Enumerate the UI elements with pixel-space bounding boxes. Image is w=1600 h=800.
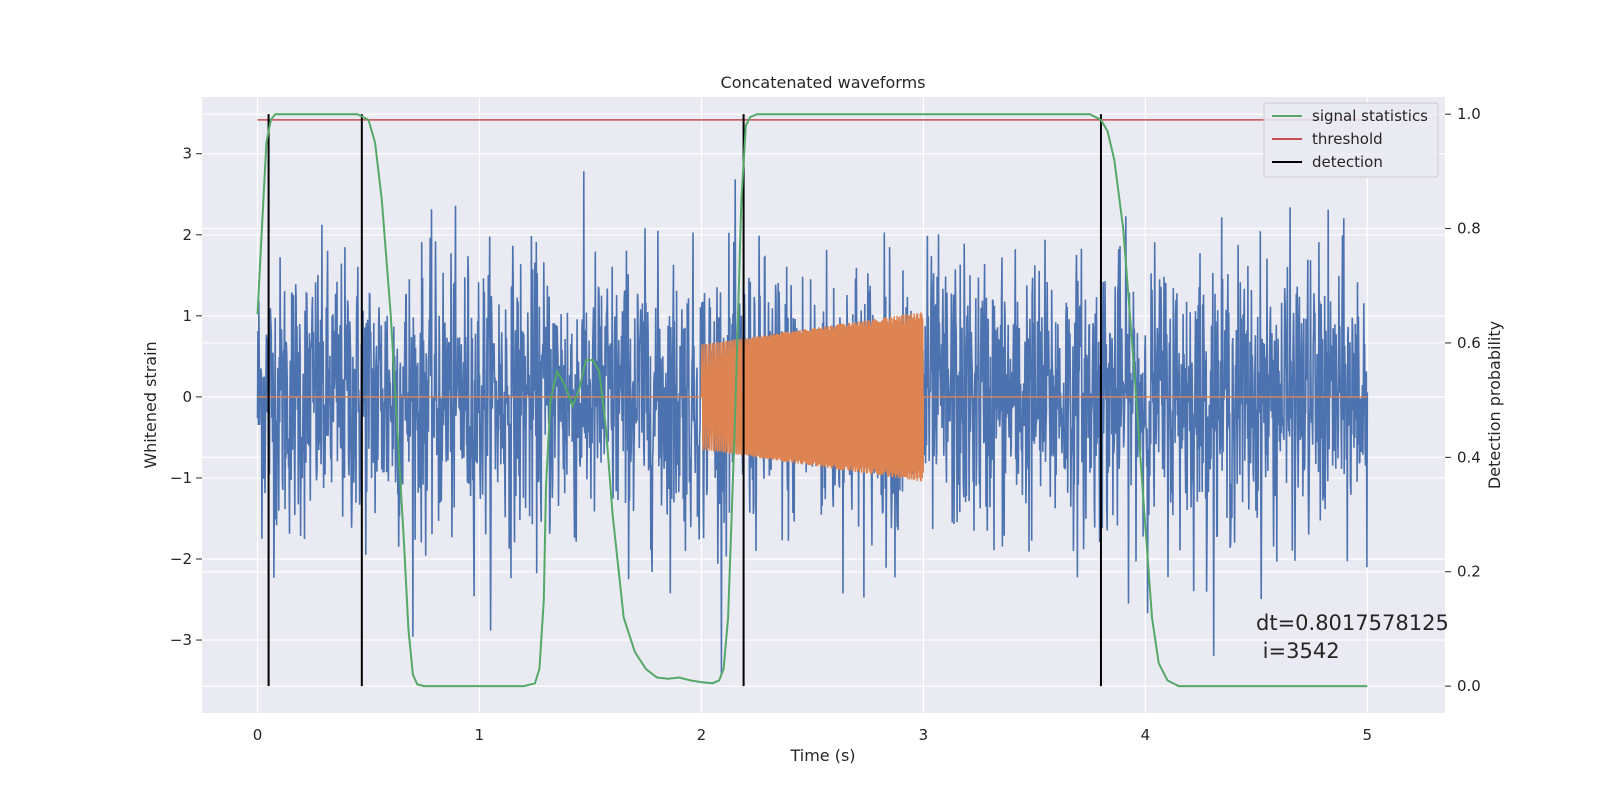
legend-box — [1263, 102, 1439, 178]
x-tick-label: 0 — [253, 726, 263, 744]
y-tick-label: −3 — [170, 631, 192, 649]
detection-series — [267, 114, 1102, 687]
y-tick-label: 0 — [182, 388, 192, 406]
y-tick-label: 1 — [182, 307, 192, 325]
y2-tick-label: 0.8 — [1457, 220, 1481, 238]
legend: signal statistics threshold detection — [1263, 102, 1439, 178]
strain-series — [256, 171, 1369, 674]
signal-statistics-line — [256, 113, 1368, 688]
legend-label-detection: detection — [1312, 153, 1383, 171]
y2-tick-label: 0.2 — [1457, 563, 1481, 581]
annotation-dt: dt=0.8017578125 — [1256, 611, 1449, 635]
legend-label-signal-statistics: signal statistics — [1312, 107, 1428, 125]
x-axis-ticks: 0 1 2 3 4 5 — [253, 726, 1372, 744]
y2-tick-label: 1.0 — [1457, 105, 1481, 123]
y-tick-label: 3 — [182, 145, 192, 163]
signal-statistics-series — [256, 113, 1368, 688]
y2-axis-ticks: 0.0 0.2 0.4 0.6 0.8 1.0 — [1445, 105, 1481, 695]
x-tick-label: 4 — [1141, 726, 1151, 744]
legend-label-threshold: threshold — [1312, 130, 1383, 148]
y2-axis-label: Detection probability — [1485, 321, 1504, 489]
y-tick-label: −2 — [170, 550, 192, 568]
x-tick-label: 1 — [475, 726, 485, 744]
y2-tick-label: 0.0 — [1457, 677, 1481, 695]
annotation-i: i=3542 — [1256, 639, 1340, 663]
y-axis-label: Whitened strain — [141, 341, 160, 468]
y-tick-label: −1 — [170, 469, 192, 487]
waveform-series — [257, 312, 1368, 482]
y2-tick-label: 0.4 — [1457, 448, 1481, 466]
y-axis-ticks: −3 −2 −1 0 1 2 3 — [170, 145, 202, 649]
x-tick-label: 3 — [919, 726, 929, 744]
y-tick-label: 2 — [182, 226, 192, 244]
x-tick-label: 5 — [1363, 726, 1373, 744]
strain-line — [256, 171, 1369, 674]
chart-title: Concatenated waveforms — [721, 73, 926, 92]
x-tick-label: 2 — [697, 726, 707, 744]
x-axis-label: Time (s) — [789, 746, 855, 765]
waveform-line — [257, 312, 1368, 482]
y2-tick-label: 0.6 — [1457, 334, 1481, 352]
